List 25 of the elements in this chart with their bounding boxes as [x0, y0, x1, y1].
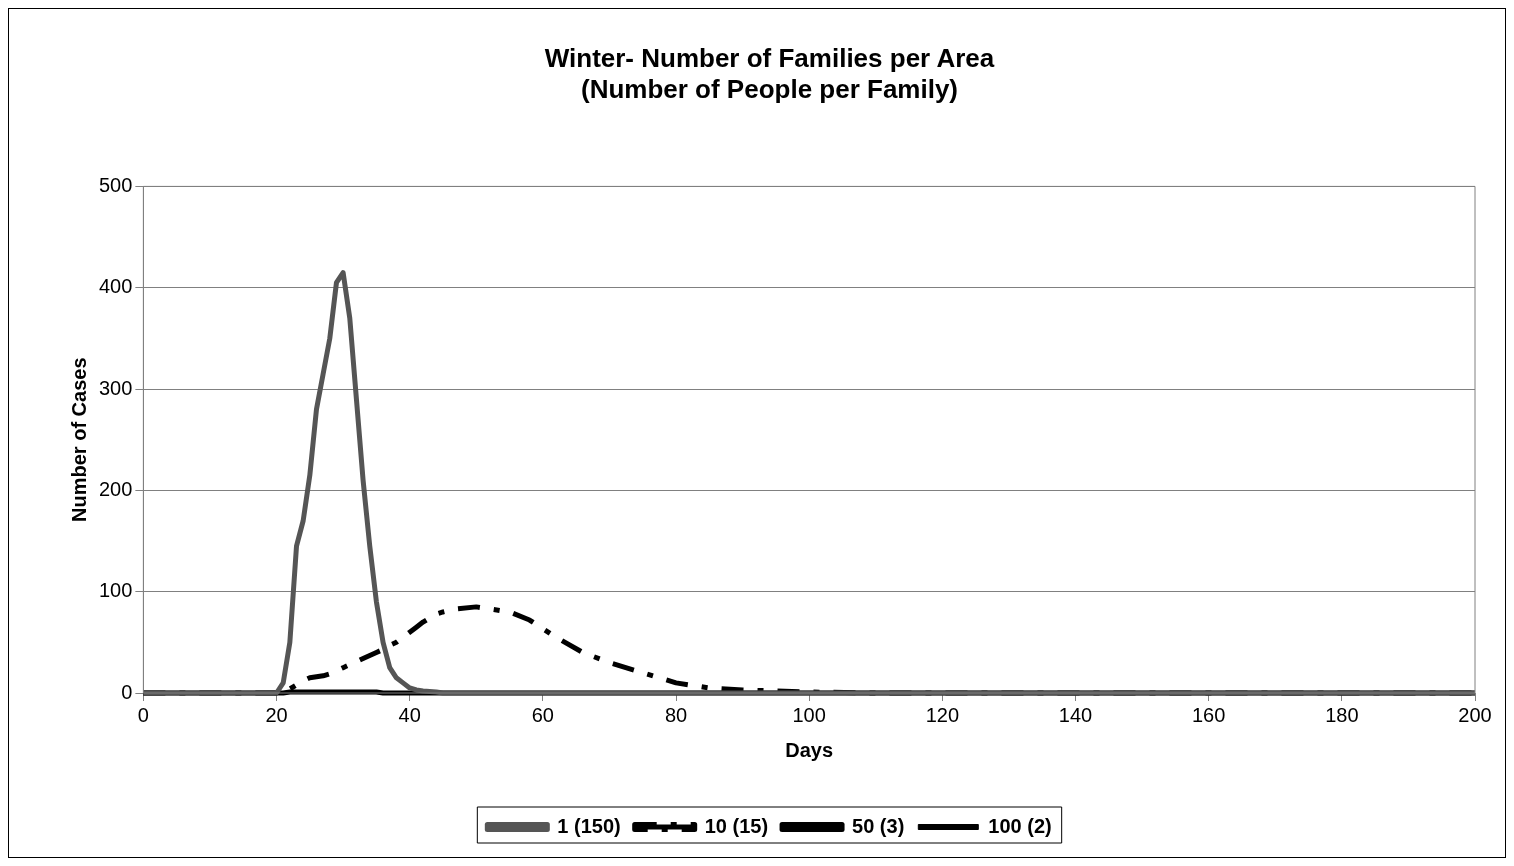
legend-label: 50 (3) — [852, 814, 905, 837]
x-tick-label: 100 — [792, 703, 826, 726]
x-tick-label: 140 — [1058, 703, 1093, 726]
x-tick-label: 40 — [398, 703, 421, 726]
x-tick-label: 120 — [925, 703, 960, 726]
x-tick-label: 60 — [531, 703, 554, 726]
x-tick-label: 160 — [1191, 703, 1226, 726]
text: (Number of People per Family) — [580, 73, 959, 104]
x-tick-label: 0 — [137, 703, 149, 726]
x-tick-label: 200 — [1458, 703, 1492, 726]
legend-label: 10 (15) — [704, 814, 769, 837]
x-tick-label: 20 — [265, 703, 288, 726]
y-tick-label: 0 — [121, 680, 133, 703]
y-tick-label: 300 — [98, 376, 133, 399]
x-tick-label: 80 — [664, 703, 688, 726]
text: Winter- Number of Families per Area — [544, 42, 995, 73]
x-tick-label: 180 — [1325, 703, 1359, 726]
legend-label: 1 (150) — [557, 814, 621, 837]
y-tick-label: 100 — [98, 579, 133, 602]
y-tick-label: 500 — [98, 173, 133, 196]
y-tick-label: 200 — [98, 477, 133, 500]
legend-label: 100 (2) — [988, 814, 1052, 837]
y-axis-title: Number of Cases — [67, 357, 90, 522]
x-axis-title: Days — [785, 738, 834, 761]
y-tick-label: 400 — [98, 275, 133, 298]
